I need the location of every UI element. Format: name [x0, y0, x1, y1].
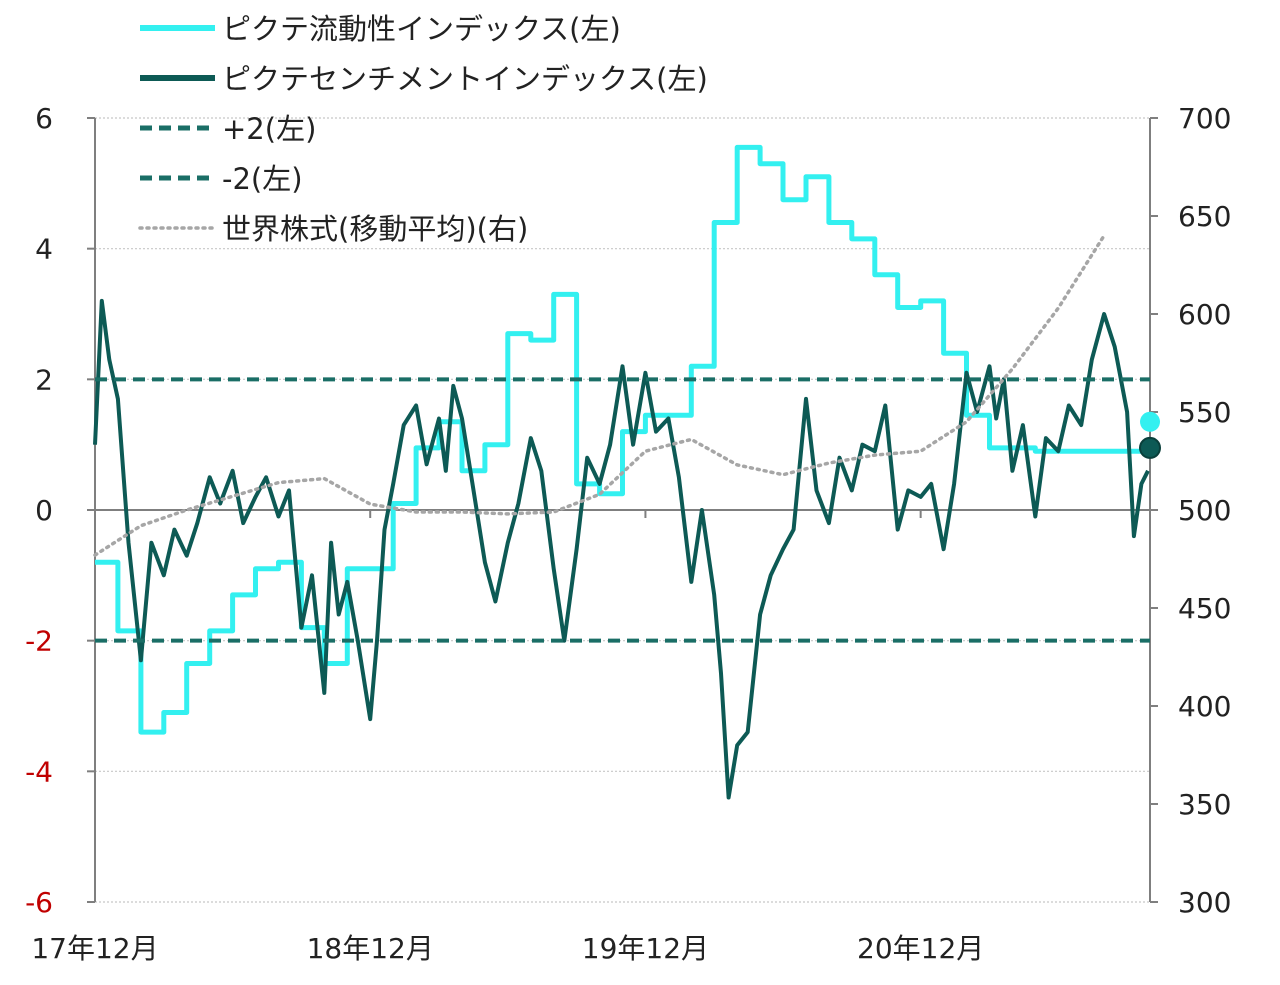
- y-right-ticks: 700 650 600 550 500 450 400 350 300: [1150, 102, 1231, 919]
- y-left-tick-label: -2: [25, 625, 53, 658]
- legend-label: +2(左): [222, 112, 316, 146]
- series-line-1: [93, 298, 1150, 800]
- series-line-0: [95, 144, 1142, 735]
- x-tick-label: 19年12月: [582, 932, 709, 965]
- y-right-tick-label: 500: [1178, 494, 1231, 527]
- y-left-tick-label: 4: [35, 233, 53, 266]
- legend: ピクテ流動性インデックス(左) ピクテセンチメントインデックス(左) +2(左) -2…: [138, 12, 708, 246]
- y-right-tick-label: 550: [1178, 396, 1231, 429]
- y-left-tick-label: 0: [35, 494, 53, 527]
- x-tick-label: 18年12月: [307, 932, 434, 965]
- y-left-ticks: 6 4 2 0 -2 -4 -6: [25, 102, 95, 919]
- series-end-marker: [1140, 411, 1160, 432]
- legend-label: 世界株式(移動平均)(右): [222, 212, 528, 246]
- y-right-tick-label: 650: [1178, 200, 1231, 233]
- x-tick-label: 20年12月: [857, 932, 984, 965]
- legend-label: ピクテ流動性インデックス(左): [222, 12, 621, 46]
- y-right-tick-label: 700: [1178, 102, 1231, 135]
- y-right-tick-label: 350: [1178, 788, 1231, 821]
- y-right-tick-label: 450: [1178, 592, 1231, 625]
- y-left-tick-label: -6: [25, 886, 53, 919]
- y-right-tick-label: 600: [1178, 298, 1231, 331]
- series-end-marker: [1139, 436, 1161, 459]
- y-right-tick-label: 300: [1178, 886, 1231, 919]
- y-right-tick-label: 400: [1178, 690, 1231, 723]
- legend-label: -2(左): [222, 162, 303, 196]
- y-left-tick-label: -4: [25, 755, 53, 788]
- y-left-tick-label: 6: [35, 102, 53, 135]
- x-ticks: 17年12月 18年12月 19年12月 20年12月: [31, 510, 984, 965]
- series-layer: [93, 144, 1161, 800]
- y-left-tick-label: 2: [35, 363, 53, 396]
- legend-label: ピクテセンチメントインデックス(左): [222, 62, 708, 96]
- x-tick-label: 17年12月: [31, 932, 158, 965]
- series-line-4: [93, 233, 1106, 557]
